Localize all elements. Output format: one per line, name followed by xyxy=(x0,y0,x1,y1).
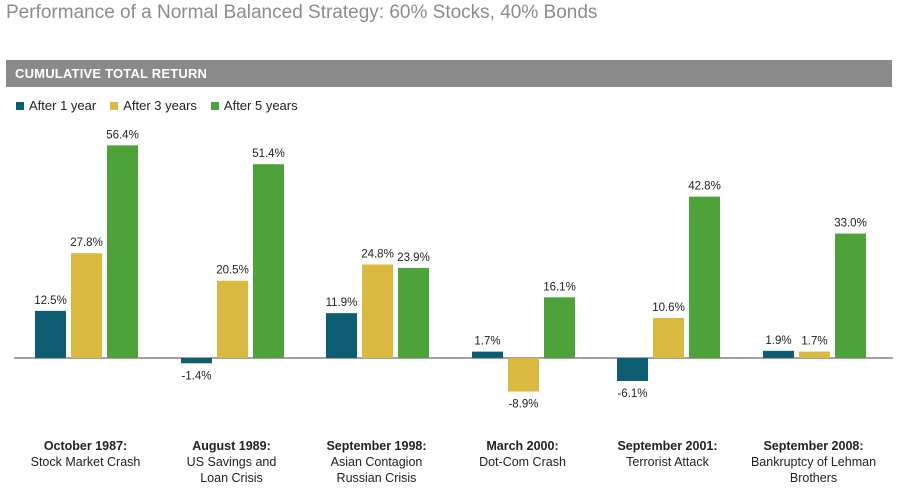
bar-3-1 xyxy=(107,145,138,358)
legend-label-5yr: After 5 years xyxy=(223,98,298,113)
data-label-1-6: 1.9% xyxy=(765,335,791,347)
data-label-1-5: -6.1% xyxy=(617,388,647,400)
category-label-5: September 2001: Terrorist Attack xyxy=(593,438,743,470)
data-label-2-4: -8.9% xyxy=(508,399,538,411)
category-description: Bankruptcy of Lehman xyxy=(750,455,877,469)
bar-3-4 xyxy=(544,297,575,358)
category-label-3: September 1998: Asian Contagion Russian Cr… xyxy=(302,438,452,486)
legend: After 1 year After 3 years After 5 years xyxy=(16,98,298,113)
bar-3-5 xyxy=(689,196,720,358)
data-label-3-4: 16.1% xyxy=(543,281,576,293)
bar-2-2 xyxy=(217,280,248,358)
data-label-2-6: 1.7% xyxy=(801,336,827,348)
category-description: Dot-Com Crash xyxy=(479,455,566,469)
data-label-2-5: 10.6% xyxy=(652,302,685,314)
data-label-3-5: 42.8% xyxy=(688,181,721,193)
category-event: October 1987: xyxy=(43,439,128,453)
section-header-bar: CUMULATIVE TOTAL RETURN xyxy=(6,60,892,87)
legend-label-1yr: After 1 year xyxy=(29,98,97,113)
bar-1-1 xyxy=(35,310,66,358)
bar-1-6 xyxy=(763,350,794,358)
category-description: Brothers xyxy=(789,471,838,485)
bar-1-3 xyxy=(326,313,357,358)
bar-2-3 xyxy=(362,264,393,358)
legend-swatch-3yr xyxy=(110,101,119,110)
data-label-3-3: 23.9% xyxy=(397,252,430,264)
category-label-4: March 2000: Dot-Com Crash xyxy=(448,438,598,470)
category-event: August 1989: xyxy=(192,439,271,453)
bar-1-2 xyxy=(181,358,212,364)
bar-2-5 xyxy=(653,318,684,358)
bar-3-2 xyxy=(253,164,284,358)
category-description: Asian Contagion xyxy=(330,455,423,469)
data-label-2-1: 27.8% xyxy=(70,237,103,249)
data-label-3-6: 33.0% xyxy=(834,218,867,230)
data-label-2-3: 24.8% xyxy=(361,249,394,261)
category-description: Stock Market Crash xyxy=(30,455,141,469)
section-header: CUMULATIVE TOTAL RETURN xyxy=(15,66,208,81)
bar-3-6 xyxy=(835,233,866,358)
category-description: Russian Crisis xyxy=(336,471,417,485)
bar-2-4 xyxy=(508,358,539,392)
category-description: Loan Crisis xyxy=(200,471,263,485)
bar-2-1 xyxy=(71,253,102,358)
legend-swatch-1yr xyxy=(16,101,24,110)
category-label-6: September 2008: Bankruptcy of Lehman Broth… xyxy=(739,438,889,486)
bar-1-4 xyxy=(472,351,503,358)
category-description: Terrorist Attack xyxy=(626,455,709,469)
chart-title: Performance of a Normal Balanced Strateg… xyxy=(6,2,598,23)
data-label-2-2: 20.5% xyxy=(216,265,249,277)
category-event: September 2008: xyxy=(763,439,864,453)
legend-item-5yr: After 5 years xyxy=(210,98,298,113)
data-label-1-1: 12.5% xyxy=(34,295,67,307)
legend-swatch-5yr xyxy=(210,101,219,110)
category-label-1: October 1987: Stock Market Crash xyxy=(11,438,161,470)
bar-3-3 xyxy=(398,267,429,358)
category-description: US Savings and xyxy=(186,455,277,469)
bar-1-5 xyxy=(617,358,648,381)
data-label-1-4: 1.7% xyxy=(474,336,500,348)
legend-item-1yr: After 1 year xyxy=(16,98,96,113)
category-event: September 1998: xyxy=(326,439,427,453)
data-label-1-3: 11.9% xyxy=(326,297,358,309)
legend-label-3yr: After 3 years xyxy=(123,98,197,113)
legend-item-3yr: After 3 years xyxy=(110,98,197,113)
category-label-2: August 1989: US Savings and Loan Crisis xyxy=(157,438,307,486)
data-label-3-2: 51.4% xyxy=(252,148,285,160)
category-event: March 2000: xyxy=(486,439,559,453)
data-label-3-1: 56.4% xyxy=(106,129,139,141)
data-label-1-2: -1.4% xyxy=(181,370,211,382)
category-event: September 2001: xyxy=(617,439,718,453)
bar-2-6 xyxy=(799,351,830,358)
